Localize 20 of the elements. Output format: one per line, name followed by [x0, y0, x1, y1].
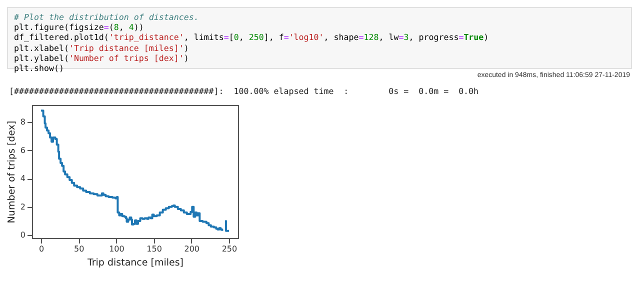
- text: plt.ylabel('Number of trips [dex]'): [14, 52, 189, 63]
- text: # Plot the distribution of distances.: [14, 12, 199, 22]
- x-axis-title: Trip distance [miles]: [86, 258, 184, 268]
- x-tick-label: 200: [184, 244, 200, 254]
- x-tick-label: 150: [146, 244, 162, 254]
- y-tick-label: 0: [20, 230, 26, 240]
- y-axis-title: Number of trips [dex]: [6, 120, 18, 224]
- y-tick-label: 8: [20, 117, 26, 126]
- text: plt.xlabel('Trip distance [miles]'): [14, 42, 189, 53]
- y-tick-label: 4: [20, 174, 26, 184]
- text: plt.show(): [14, 63, 64, 74]
- x-tick-label: 250: [222, 244, 238, 254]
- y-tick-label: 2: [20, 202, 26, 212]
- y-tick-label: 6: [20, 146, 26, 155]
- x-tick-label: 100: [109, 244, 124, 254]
- text: [########################################]: 100.00% elapsed time : 0s = 0.0m = 0.0h: [9, 86, 479, 96]
- x-tick-label: 0: [38, 244, 44, 254]
- text: df_filtered.plot1d('trip_distance', limits=[0, 250], f='log10', shape=128, lw=3, progress=True): [14, 32, 489, 42]
- text: plt.figure(figsize=(8, 4)): [14, 22, 144, 32]
- x-tick-label: 50: [74, 244, 84, 254]
